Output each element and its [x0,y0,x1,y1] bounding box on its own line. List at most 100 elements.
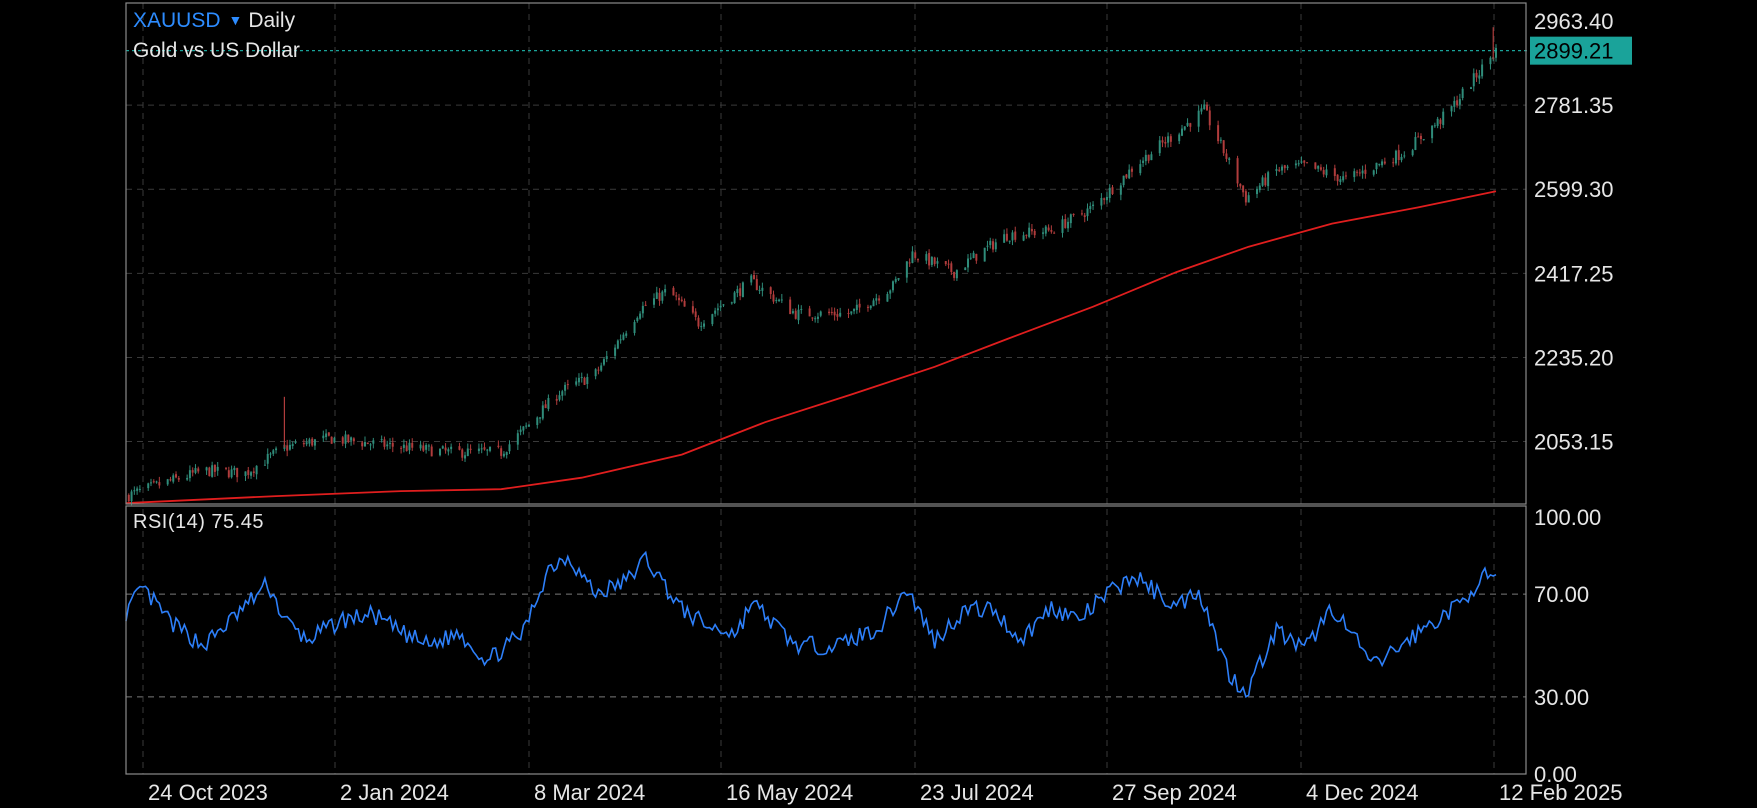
candle-body [967,258,970,268]
rsi-value: 75.45 [211,511,264,533]
candle-body [600,365,603,371]
candle-body [558,395,561,400]
candle-body [422,445,425,451]
candle-body [633,322,636,334]
candle-body [741,282,744,298]
candle-body [1381,161,1384,166]
candle-body [1375,162,1378,170]
candle-body [928,252,931,266]
candle-body [450,446,453,450]
candle-body [566,384,569,386]
candle-body [989,240,992,246]
candle-body [955,270,958,279]
candle-body [347,434,350,442]
candle-body [133,490,136,492]
candle-body [1239,183,1242,187]
price-axis-label: 2963.40 [1534,9,1614,34]
candle-body [497,445,500,447]
candle-body [791,311,794,314]
candle-body [905,261,908,278]
candle-body [1344,175,1347,177]
candle-body [1286,166,1289,168]
candle-body [169,479,172,481]
candle-body [1458,99,1461,105]
candle-body [992,241,995,250]
candle-body [1461,88,1464,98]
candle-body [1022,235,1025,241]
candle-body [1475,72,1478,78]
candle-body [575,381,578,385]
candle-body [1119,185,1122,195]
candle-body [225,467,228,469]
candle-body [755,278,758,290]
candle-body [1306,162,1309,164]
candle-body [1325,169,1328,176]
candle-body [186,477,189,480]
time-axis-label: 2 Jan 2024 [340,780,449,805]
moving-average-path [125,190,1497,504]
candle-body [947,263,950,265]
candle-body [447,449,450,452]
candle-body [714,310,717,314]
candle-body [188,470,191,479]
candle-body [330,436,333,444]
candle-body [1469,87,1472,89]
candle-body [166,479,169,485]
candle-body [850,311,853,314]
candle-body [152,481,155,483]
candle-body [1264,177,1267,186]
symbol-selector[interactable]: XAUUSD [133,9,221,32]
candle-body [252,471,255,473]
candle-body [858,303,861,308]
candle-body [461,449,464,458]
candle-body [411,443,414,448]
candle-body [855,304,858,311]
candle-body [605,356,608,359]
candle-body [878,298,881,301]
candle-body [772,294,775,302]
rsi-indicator-label[interactable]: RSI(14) 75.45 [133,511,270,534]
candle-body [869,305,872,309]
candle-body [769,287,772,295]
candle-body [800,308,803,310]
candle-body [1178,134,1181,142]
candle-body [908,262,911,264]
candle-body [944,261,947,265]
candle-body [363,442,366,447]
candle-body [678,297,681,301]
price-axis-label: 2417.25 [1534,261,1614,286]
price-axis-label: 2053.15 [1534,430,1614,455]
candle-body [352,438,355,442]
time-axis-label: 16 May 2024 [726,780,853,805]
candle-body [325,433,328,437]
candle-body [155,481,158,483]
candle-body [616,340,619,349]
candle-body [644,304,647,306]
candle-body [1472,73,1475,87]
candle-body [1319,167,1322,170]
candle-body [828,311,831,314]
candle-body [1244,191,1247,203]
candle-body [227,470,230,478]
candle-body [1003,234,1006,243]
candle-body [1180,128,1183,136]
candle-body [1028,227,1031,237]
candle-body [636,317,639,322]
candle-body [586,377,589,385]
candle-body [1189,123,1192,127]
candle-body [327,432,330,436]
candle-body [1219,139,1222,141]
candle-body [369,444,372,446]
triangle-down-icon[interactable]: ▼ [228,12,243,28]
candle-body [1361,170,1364,174]
candle-body [1394,150,1397,164]
candle-body [489,446,492,451]
price-pane-border [125,2,1527,505]
candle-body [547,398,550,409]
time-axis-label: 4 Dec 2024 [1306,780,1419,805]
candle-body [1303,160,1306,163]
timeframe-selector[interactable]: Daily [248,9,296,32]
candle-body [333,437,336,443]
candle-body [291,444,294,446]
